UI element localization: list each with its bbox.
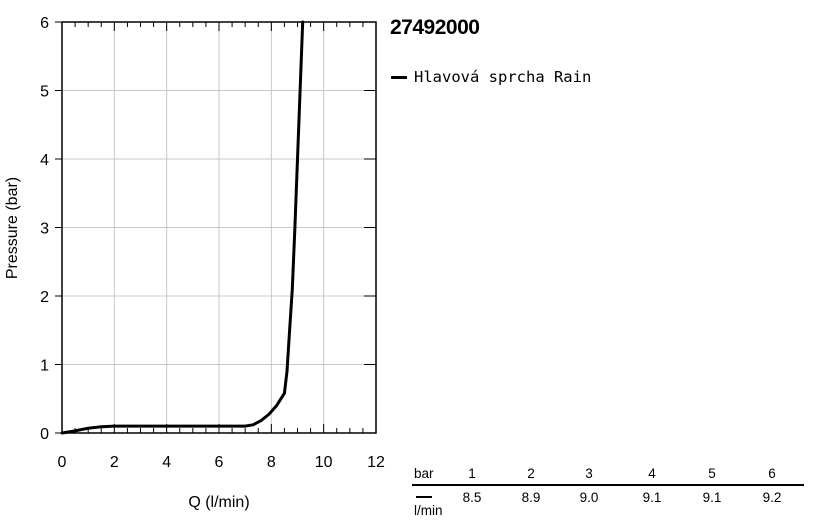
x-tick-label: 0 [58,454,67,471]
x-tick-label: 2 [110,454,119,471]
flow-table-flow-cell: 8.9 [521,490,541,505]
y-tick-label: 4 [40,152,49,169]
series-line [60,20,305,435]
legend-swatch [391,75,407,79]
flow-table-bar-cell: 1 [468,466,476,481]
x-tick-label: 6 [215,454,224,471]
y-tick-label: 5 [40,84,49,101]
flow-table-bar-cell: 4 [648,466,656,481]
flow-table-bar-cell: 3 [585,466,593,481]
flow-table-flow-label: l/min [414,503,443,518]
flow-table: bar l/min 1 8.5 2 8.9 3 9.0 4 9.1 5 9.1 … [412,466,804,522]
plot-area-frame [61,21,377,434]
x-tick-label: 10 [315,454,333,471]
flow-table-bar-cell: 5 [708,466,716,481]
y-tick-label: 0 [40,426,49,443]
series-layer [60,20,305,435]
y-tick-label: 3 [40,221,49,238]
product-title: 27492000 [390,16,480,39]
flow-table-bar-cell: 6 [768,466,776,481]
flow-table-bar-cell: 2 [527,466,535,481]
flow-table-rule [412,484,804,486]
y-tick-label: 6 [40,15,49,32]
x-tick-label: 4 [162,454,171,471]
flow-table-flow-cell: 9.0 [579,490,599,505]
flow-table-flow-cell: 9.2 [762,490,782,505]
y-axis-label: Pressure (bar) [4,177,21,279]
flow-table-flow-cell: 9.1 [642,490,662,505]
x-tick-label: 8 [267,454,276,471]
legend: Hlavová sprcha Rain [391,68,591,86]
flow-table-series-swatch [416,496,432,498]
flow-table-bar-label: bar [414,466,434,481]
y-tick-label: 2 [40,289,49,306]
flow-table-flow-cell: 8.5 [462,490,482,505]
chart-grid [62,22,376,433]
flow-table-flow-cell: 9.1 [702,490,722,505]
legend-label: Hlavová sprcha Rain [414,68,592,86]
x-axis-label: Q (l/min) [188,494,249,511]
y-tick-label: 1 [40,358,49,375]
x-tick-label: 12 [367,454,385,471]
